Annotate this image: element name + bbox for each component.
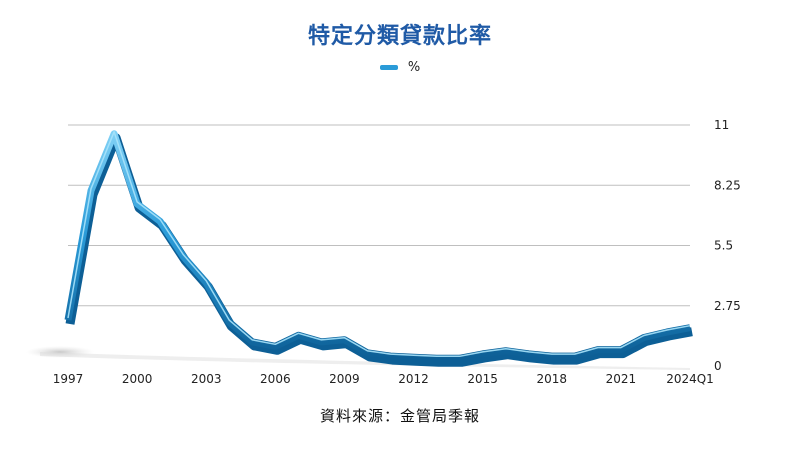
- x-tick-label: 2000: [122, 372, 153, 386]
- series-line-highlight: [67, 131, 691, 358]
- series-line: [64, 130, 691, 362]
- source-note: 資料來源：金管局季報: [319, 407, 480, 425]
- legend: %: [0, 60, 800, 75]
- x-tick-label: 2015: [467, 372, 498, 386]
- x-tick-label: 2009: [329, 372, 360, 386]
- x-tick-label: 2021: [606, 372, 637, 386]
- gridlines: [68, 124, 690, 307]
- shadow-band: [40, 352, 690, 370]
- y-axis-ticks: 11 8.25 5.5 2.75 0: [714, 118, 741, 373]
- chart-title: 特定分類貸款比率: [307, 24, 492, 49]
- legend-label: %: [407, 60, 421, 75]
- x-tick-label: 2024Q1: [666, 372, 714, 386]
- y-tick-label: 11: [714, 118, 729, 132]
- legend-swatch: [379, 65, 398, 70]
- x-tick-label: 2018: [537, 372, 568, 386]
- x-tick-label: 1997: [53, 372, 84, 386]
- series-layer: [64, 130, 693, 367]
- y-tick-label: 0: [714, 359, 722, 373]
- x-axis-ticks: 1997 2000 2003 2006 2009 2012 2015 2018 2021 2024…: [53, 372, 714, 386]
- shadow-left: [26, 346, 94, 358]
- y-tick-label: 2.75: [714, 299, 741, 313]
- x-tick-label: 2012: [398, 372, 429, 386]
- x-tick-label: 2006: [260, 372, 291, 386]
- x-tick-label: 2003: [191, 372, 222, 386]
- y-tick-label: 5.5: [714, 239, 733, 253]
- y-tick-label: 8.25: [714, 178, 741, 192]
- floor-shadow: [26, 346, 690, 370]
- series-line-depth: [65, 133, 693, 367]
